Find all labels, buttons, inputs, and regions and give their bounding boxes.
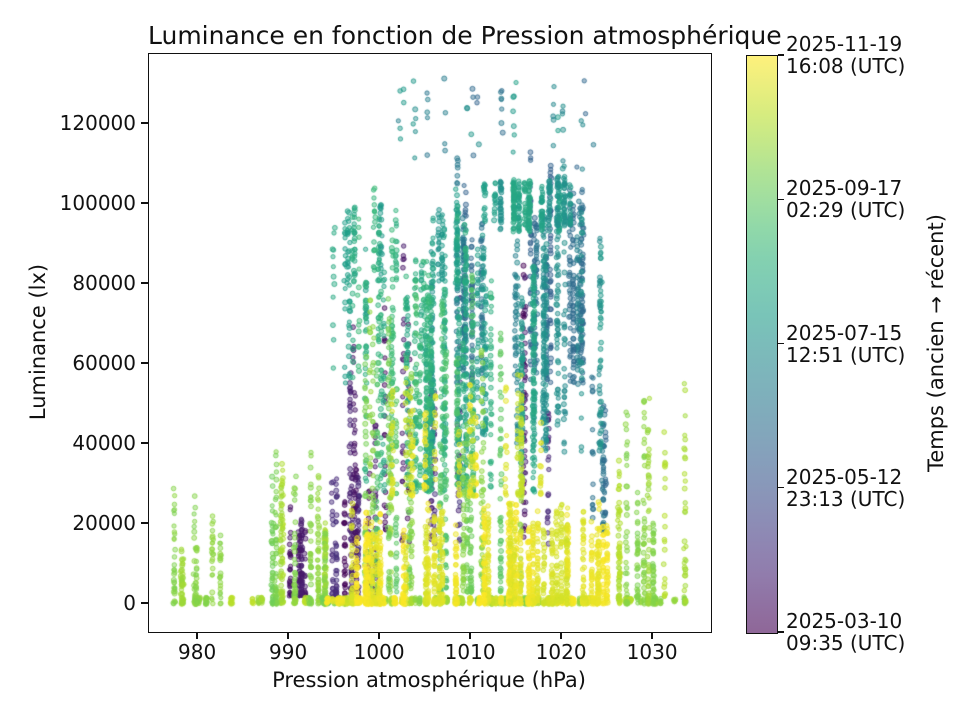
y-tick-label: 100000 xyxy=(59,191,136,215)
x-tick-label: 1020 xyxy=(535,640,587,664)
x-tick-label: 1000 xyxy=(353,640,405,664)
colorbar-tick-label: 2025-09-17 02:29 (UTC) xyxy=(786,176,906,223)
y-tick-mark xyxy=(141,522,148,524)
colorbar-tick-mark xyxy=(778,198,784,200)
colorbar-tick-label: 2025-11-19 16:08 (UTC) xyxy=(786,32,906,78)
y-tick-mark xyxy=(141,362,148,364)
y-tick-label: 40000 xyxy=(72,431,136,455)
colorbar-tick-mark xyxy=(778,487,784,489)
x-tick-mark xyxy=(287,632,289,639)
x-tick-label: 1010 xyxy=(444,640,496,664)
y-tick-label: 0 xyxy=(123,591,136,615)
x-tick-mark xyxy=(560,632,562,639)
colorbar-tick-mark xyxy=(778,54,784,56)
x-tick-mark xyxy=(378,632,380,639)
x-axis-label: Pression atmosphérique (hPa) xyxy=(272,668,586,692)
x-tick-label: 1030 xyxy=(626,640,678,664)
x-tick-mark xyxy=(469,632,471,639)
colorbar-tick-label: 2025-07-15 12:51 (UTC) xyxy=(786,320,906,367)
y-tick-mark xyxy=(141,202,148,204)
x-tick-label: 990 xyxy=(269,640,308,664)
colorbar-axis-label: Temps (ancien → récent) xyxy=(924,214,948,472)
y-tick-label: 120000 xyxy=(59,111,136,135)
scatter-canvas xyxy=(149,54,711,632)
y-tick-label: 20000 xyxy=(72,511,136,535)
x-tick-mark xyxy=(651,632,653,639)
y-tick-mark xyxy=(141,282,148,284)
y-tick-mark xyxy=(141,442,148,444)
colorbar-tick-mark xyxy=(778,631,784,633)
colorbar-tick-label: 2025-03-10 09:35 (UTC) xyxy=(786,609,906,655)
colorbar-tick-label: 2025-05-12 23:13 (UTC) xyxy=(786,464,906,511)
plot-area xyxy=(148,53,712,633)
colorbar-tick-mark xyxy=(778,342,784,345)
y-tick-label: 80000 xyxy=(72,271,136,295)
colorbar xyxy=(746,55,778,634)
chart-title: Luminance en fonction de Pression atmosp… xyxy=(148,21,782,50)
y-tick-mark xyxy=(141,122,148,124)
x-tick-label: 980 xyxy=(178,640,217,664)
y-tick-mark xyxy=(141,602,148,604)
y-axis-label: Luminance (lx) xyxy=(26,263,50,421)
x-tick-mark xyxy=(196,632,198,639)
y-tick-label: 60000 xyxy=(72,351,136,375)
